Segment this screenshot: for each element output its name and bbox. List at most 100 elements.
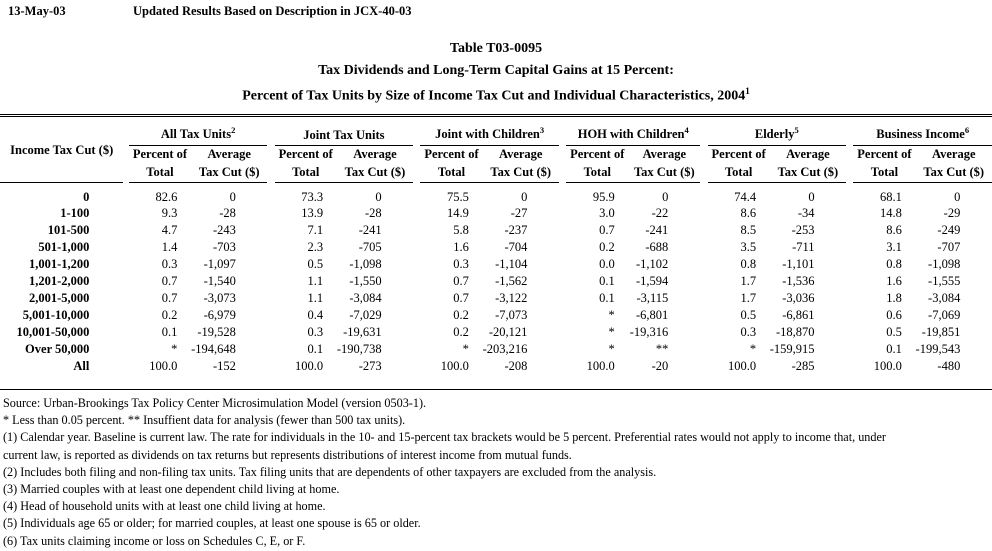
average-value-cell: -7,073	[495, 307, 528, 322]
group-gap-cell	[700, 182, 707, 205]
group-header: All Tax Units2	[128, 119, 268, 146]
value-spacer-cell	[615, 290, 629, 307]
table-subtitle: Percent of Tax Units by Size of Income T…	[0, 81, 992, 107]
value-spacer-cell	[469, 239, 483, 256]
average-value-cell: -1,101	[782, 256, 815, 271]
value-spacer-cell	[756, 239, 770, 256]
value-spacer-cell	[815, 273, 846, 290]
percent-value-cell: 8.6	[740, 205, 757, 220]
footnote-line: (2) Includes both filing and non-filing …	[3, 464, 657, 479]
value-spacer-cell	[177, 341, 191, 358]
value-spacer-cell	[469, 205, 483, 222]
value-spacer-cell	[756, 182, 770, 205]
value-spacer-cell	[756, 324, 770, 341]
value-spacer-cell	[527, 341, 558, 358]
group-gap-cell	[267, 307, 274, 324]
group-gap-cell	[559, 222, 566, 239]
table-header: Income Tax Cut ($) All Tax Units2 Joint Ta…	[0, 119, 992, 183]
average-value-cell: -29	[943, 205, 961, 220]
group-gap-cell	[700, 358, 707, 375]
group-header: Business Income6	[853, 119, 992, 146]
average-value-cell: -243	[212, 222, 236, 237]
value-spacer-cell	[668, 205, 700, 222]
average-value-cell: -194,648	[191, 341, 236, 356]
table-title: Tax Dividends and Long-Term Capital Gain…	[318, 62, 674, 78]
value-spacer-cell	[177, 307, 191, 324]
group-gap-cell	[413, 307, 420, 324]
percent-value-cell: *	[749, 341, 757, 356]
percent-value-cell: 0.3	[307, 324, 324, 339]
average-value-cell: -20	[651, 358, 669, 373]
group-gap-cell	[700, 239, 707, 256]
group-gap-cell	[846, 307, 853, 324]
percent-value-cell: 0.2	[599, 239, 615, 254]
percent-value-cell: 13.9	[301, 205, 324, 220]
average-value-cell: -203,216	[482, 341, 528, 356]
subheader-tax-cut: Tax Cut ($)	[769, 162, 847, 183]
average-value-cell: -3,115	[636, 290, 669, 305]
average-value-cell: -1,536	[782, 273, 815, 288]
value-spacer-cell	[323, 205, 337, 222]
average-value-cell: -480	[937, 358, 961, 373]
top-double-rule	[0, 114, 992, 117]
value-spacer-cell	[902, 239, 916, 256]
value-spacer-cell	[382, 182, 413, 205]
title-block: Table T03-0095 Tax Dividends and Long-Te…	[0, 38, 992, 107]
value-spacer-cell	[815, 358, 846, 375]
average-value-cell: 0	[375, 189, 382, 204]
percent-value-cell: 14.8	[879, 205, 902, 220]
value-spacer-cell	[236, 290, 267, 307]
value-spacer-cell	[902, 205, 916, 222]
value-spacer-cell	[902, 273, 916, 290]
group-gap-cell	[559, 119, 566, 182]
group-gap-cell	[846, 324, 853, 341]
group-gap-cell	[559, 307, 566, 324]
average-value-cell: -6,861	[782, 307, 815, 322]
value-spacer-cell	[756, 358, 770, 375]
value-spacer-cell	[615, 341, 629, 358]
footnote-line: (1) Calendar year. Baseline is current l…	[3, 430, 886, 445]
group-gap-cell	[267, 182, 274, 205]
value-spacer-cell	[756, 256, 770, 273]
subheader-total: Total	[420, 162, 483, 183]
subheader-total: Total	[707, 162, 770, 183]
value-spacer-cell	[323, 239, 337, 256]
value-spacer-cell	[469, 324, 483, 341]
row-label: 1,001-1,200	[28, 256, 90, 271]
table-row: 5,001-10,000 0.2 -6,979 0.4 -7,029 0.2 -7,073 *…	[0, 307, 992, 324]
group-gap-cell	[267, 358, 274, 375]
group-gap-cell	[559, 290, 566, 307]
table-row: 1-100 9.3 -28 13.9 -28 14.9 -27 3.0 -22 8.6 -34 14.…	[0, 205, 992, 222]
group-superscript: 4	[684, 125, 689, 136]
value-spacer-cell	[527, 222, 558, 239]
group-gap-cell	[700, 222, 707, 239]
value-spacer-cell	[382, 290, 413, 307]
subheader-total: Total	[128, 162, 192, 183]
average-value-cell: -3,073	[203, 290, 236, 305]
value-spacer-cell	[615, 222, 629, 239]
value-spacer-cell	[615, 358, 629, 375]
subheader-percent-of: Percent of	[711, 147, 766, 161]
percent-value-cell: 7.1	[307, 222, 324, 237]
subheader-average: Average	[353, 147, 397, 161]
value-spacer-cell	[177, 324, 191, 341]
percent-value-cell: 8.5	[740, 222, 757, 237]
table-row: 2,001-5,000 0.7 -3,073 1.1 -3,084 0.7 -3,122 0.…	[0, 290, 992, 307]
group-superscript: 3	[539, 125, 545, 136]
row-label: 1-100	[60, 205, 90, 220]
value-spacer-cell	[382, 341, 413, 358]
average-value-cell: -704	[504, 239, 528, 254]
value-spacer-cell	[668, 182, 700, 205]
average-value-cell: -1,594	[636, 273, 669, 288]
group-gap-cell	[559, 256, 566, 273]
percent-value-cell: 0.7	[453, 273, 469, 288]
percent-value-cell: 1.6	[886, 273, 902, 288]
percent-value-cell: 95.9	[592, 189, 615, 204]
average-value-cell: -249	[937, 222, 961, 237]
percent-value-cell: 0.3	[740, 324, 757, 339]
value-spacer-cell	[236, 307, 267, 324]
value-spacer-cell	[236, 205, 267, 222]
value-spacer-cell	[469, 222, 483, 239]
percent-value-cell: 1.7	[740, 273, 757, 288]
value-spacer-cell	[469, 307, 483, 324]
